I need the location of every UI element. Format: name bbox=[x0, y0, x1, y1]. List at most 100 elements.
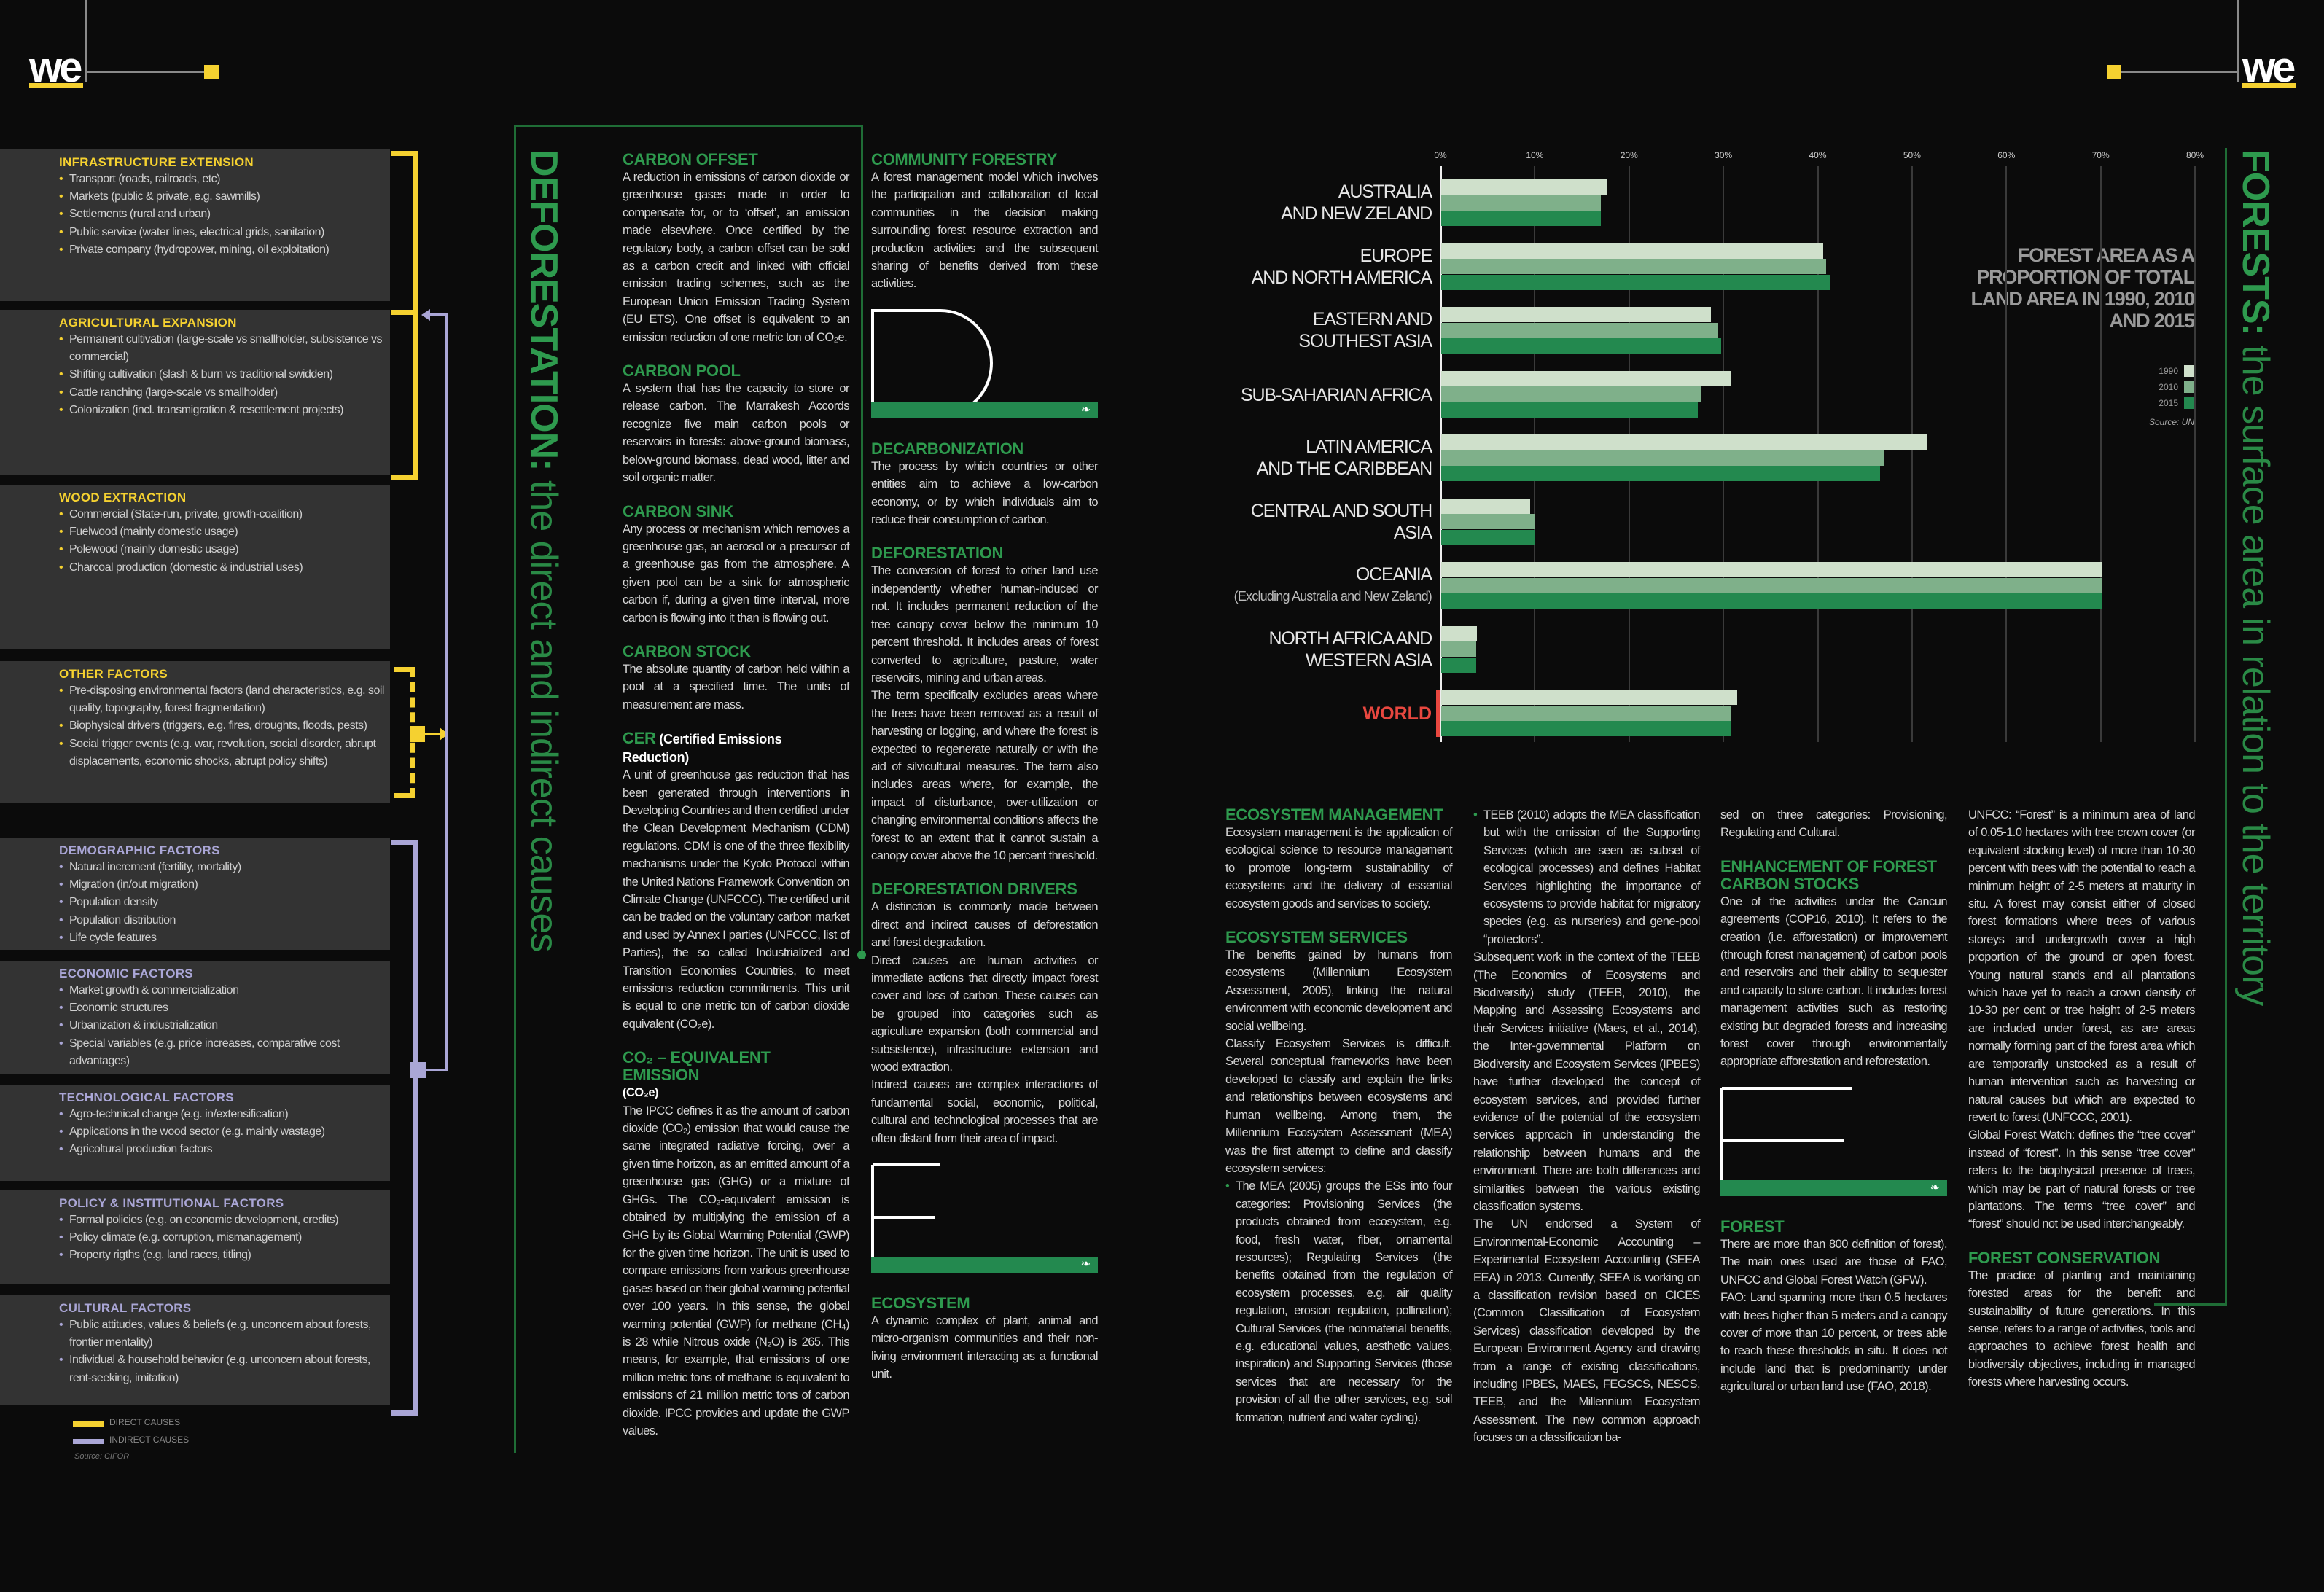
cause-item: Market growth & commercialization bbox=[59, 982, 390, 999]
glossary-entry: CARBON SINK Any process or mechanism whic… bbox=[623, 502, 850, 627]
cause-group-title: WOOD EXTRACTION bbox=[59, 491, 187, 504]
header-line-vertical-right bbox=[2237, 0, 2239, 82]
glossary-term-subtitle: (Certified Emissions Reduction) bbox=[623, 732, 782, 765]
glossary-definition: FAO: Land spanning more than 0.5 hectare… bbox=[1720, 1291, 1948, 1394]
indirect-cause-group: TECHNOLOGICAL FACTORS Agro-technical chan… bbox=[0, 1085, 390, 1181]
cause-item: Urbanization & industrialization bbox=[59, 1017, 390, 1034]
cause-list: Agro-technical change (e.g. in/extensifi… bbox=[59, 1106, 390, 1159]
category-label: CENTRAL AND SOUTH ASIA bbox=[1251, 500, 1432, 544]
category-label: SUB-SAHARIAN AFRICA bbox=[1241, 384, 1432, 406]
cause-list: Commercial (State-run, private, growth-c… bbox=[59, 506, 390, 577]
glossary-term: ENHANCEMENT OF FOREST CARBON STOCKS bbox=[1720, 857, 1937, 893]
gridline bbox=[2099, 166, 2102, 742]
glossary-definition: The UN endorsed a System of Environmenta… bbox=[1473, 1217, 1701, 1445]
glossary-term: FOREST bbox=[1720, 1217, 1785, 1236]
cause-item: Private company (hydropower, mining, oil… bbox=[59, 241, 390, 259]
leaf-icon: ❧ bbox=[1080, 403, 1091, 416]
glossary-definition: Classify Ecosystem Services is difficult… bbox=[1225, 1037, 1453, 1175]
glossary-definition: The conversion of forest to other land u… bbox=[871, 564, 1099, 684]
glossary-definition: A distinction is commonly made between d… bbox=[871, 900, 1099, 950]
glossary-bullet: TEEB (2010) adopts the MEA classificatio… bbox=[1473, 806, 1701, 948]
glossary-definition: UNFCC: “Forest” is a minimum area of lan… bbox=[1968, 808, 2196, 1124]
connector-node bbox=[410, 726, 425, 742]
bar-1990 bbox=[1441, 370, 1732, 386]
world-marker bbox=[1436, 690, 1440, 737]
category-label-line: NORTH AFRICA AND bbox=[1268, 628, 1433, 649]
glossary-entry: sed on three categories: Provisioning, R… bbox=[1720, 806, 1948, 842]
bar-2015 bbox=[1441, 593, 2102, 609]
bar-2010 bbox=[1441, 322, 1719, 338]
gridline bbox=[2005, 166, 2008, 742]
x-tick-label: 80% bbox=[2185, 150, 2204, 160]
cause-group-title: POLICY & INSTITUTIONAL FACTORS bbox=[59, 1196, 284, 1210]
right-title-light: the surface area in relation to the terr… bbox=[2234, 335, 2277, 1006]
legend-label: 1990 bbox=[2159, 366, 2178, 376]
glossary-bullet: The MEA (2005) groups the ESs into four … bbox=[1225, 1177, 1453, 1427]
right-title-bold: FORESTS: bbox=[2234, 149, 2277, 335]
glossary-definition: A reduction in emissions of carbon dioxi… bbox=[623, 171, 850, 344]
legend-item: 2015 bbox=[2159, 395, 2194, 411]
glossary-entry: FOREST CONSERVATION The practice of plant… bbox=[1968, 1248, 2196, 1392]
indirect-causes-bracket bbox=[391, 840, 418, 1416]
indirect-cause-group: POLICY & INSTITUTIONAL FACTORSFormal pol… bbox=[0, 1190, 390, 1284]
frame-line bbox=[514, 125, 862, 127]
bar-1990 bbox=[1441, 307, 1711, 322]
category-label: NORTH AFRICA AND WESTERN ASIA bbox=[1268, 628, 1433, 671]
bar-2010 bbox=[1441, 641, 1476, 657]
glossary-term: CO₂ – EQUIVALENT EMISSION bbox=[623, 1048, 771, 1085]
x-tick-label: 0% bbox=[1434, 150, 1447, 160]
glossary-column-6: UNFCC: “Forest” is a minimum area of lan… bbox=[1968, 806, 2196, 1408]
category-label-line: LATIN AMERICA bbox=[1306, 437, 1432, 457]
category-label: EUROPE AND NORTH AMERICA bbox=[1252, 245, 1432, 289]
glossary-term: CARBON OFFSET bbox=[623, 150, 758, 168]
cause-list: Public attitudes, values & beliefs (e.g.… bbox=[59, 1316, 390, 1387]
bar-2015 bbox=[1441, 529, 1536, 545]
indirect-cause-group: CULTURAL FACTORSPublic attitudes, values… bbox=[0, 1295, 390, 1405]
glossary-entry: ENHANCEMENT OF FOREST CARBON STOCKS One o… bbox=[1720, 857, 1948, 1071]
x-tick-label: 70% bbox=[2091, 150, 2110, 160]
glossary-term-subline: (CO₂e) bbox=[623, 1086, 659, 1100]
cause-item: Fuelwood (mainly domestic usage) bbox=[59, 523, 390, 541]
connector-line bbox=[445, 313, 448, 1071]
direct-cause-group: INFRASTRUCTURE EXTENSION Transport (roads… bbox=[0, 149, 390, 301]
cause-item: Property rigths (e.g. land races, titlin… bbox=[59, 1246, 390, 1264]
we-logo-right: we bbox=[2242, 44, 2296, 91]
cause-item: Public attitudes, values & beliefs (e.g.… bbox=[59, 1316, 390, 1351]
logo-underline-right bbox=[2242, 83, 2296, 88]
legend-swatch bbox=[2184, 365, 2194, 377]
category-label: WORLD bbox=[1363, 703, 1432, 725]
direct-cause-group: OTHER FACTORSPre-disposing environmental… bbox=[0, 661, 390, 803]
cause-item: Agricoltural production factors bbox=[59, 1141, 390, 1158]
letter-f-decoration: ❧ bbox=[1720, 1086, 1947, 1196]
glossary-entry: FOREST There are more than 800 definition… bbox=[1720, 1217, 1948, 1396]
frame-line bbox=[514, 125, 516, 1453]
glossary-term: ECOSYSTEM SERVICES bbox=[1225, 928, 1408, 947]
cause-item: Permanent cultivation (large-scale vs sm… bbox=[59, 331, 390, 366]
leaf-icon: ❧ bbox=[1930, 1181, 1940, 1194]
glossary-term: CER (Certified Emissions Reduction) bbox=[623, 729, 782, 765]
glossary-entry: ECOSYSTEM SERVICES The benefits gained by… bbox=[1225, 928, 1453, 1427]
category-label-line: AUSTRALIA bbox=[1338, 182, 1432, 202]
bar-2015 bbox=[1441, 338, 1722, 354]
cause-group-title: TECHNOLOGICAL FACTORS bbox=[59, 1090, 234, 1104]
chart-title: FOREST AREA AS A PROPORTION OF TOTAL LAN… bbox=[1970, 244, 2195, 332]
glossary-term: CARBON POOL bbox=[623, 362, 741, 381]
glossary-definition: A dynamic complex of plant, animal and m… bbox=[871, 1314, 1099, 1381]
category-label-line: OCEANIA bbox=[1355, 564, 1432, 585]
glossary-term: FOREST CONSERVATION bbox=[1968, 1248, 2161, 1267]
header-line-vertical-left bbox=[85, 0, 87, 82]
glossary-column-2: COMMUNITY FORESTRY A forest management mo… bbox=[871, 151, 1099, 1400]
glossary-entry: COMMUNITY FORESTRY A forest management mo… bbox=[871, 151, 1099, 293]
cause-list: Market growth & commercializationEconomi… bbox=[59, 982, 390, 1070]
letter-e-decoration: ❧ bbox=[871, 1163, 1098, 1273]
cause-item: Applications in the wood sector (e.g. ma… bbox=[59, 1123, 390, 1141]
glossary-definition: Direct causes are human activities or im… bbox=[871, 953, 1099, 1074]
cause-item: Natural increment (fertility, mortality) bbox=[59, 859, 390, 876]
glossary-entry: CARBON OFFSET A reduction in emissions of… bbox=[623, 150, 850, 346]
glossary-entry: DEFORESTATION The conversion of forest to… bbox=[871, 545, 1099, 865]
cause-group-title: DEMOGRAPHIC FACTORS bbox=[59, 843, 220, 857]
bar-2010 bbox=[1441, 705, 1732, 721]
cause-item: Charcoal production (domestic & industri… bbox=[59, 559, 390, 577]
bar-2015 bbox=[1441, 657, 1476, 673]
glossary-entry: TEEB (2010) adopts the MEA classificatio… bbox=[1473, 806, 1701, 1447]
